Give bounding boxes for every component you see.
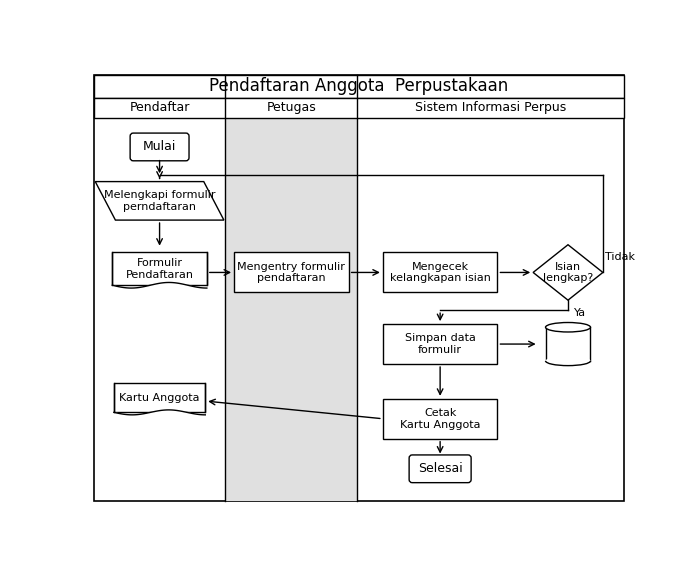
Bar [383, 399, 498, 439]
Text: Cetak
Kartu Anggota: Cetak Kartu Anggota [400, 408, 480, 430]
Bar [94, 97, 624, 117]
Text: Mengentry formulir
pendaftaran: Mengentry formulir pendaftaran [237, 262, 345, 283]
Bar [383, 253, 498, 292]
Polygon shape [533, 245, 603, 300]
Bar [94, 75, 624, 97]
Text: Pendaftar: Pendaftar [130, 101, 190, 114]
Ellipse shape [545, 323, 591, 332]
Text: Isian
lengkap?: Isian lengkap? [543, 262, 593, 283]
Text: Simpan data
formulir: Simpan data formulir [405, 333, 475, 355]
Text: Kartu Anggota: Kartu Anggota [119, 393, 200, 403]
Bar [545, 327, 591, 361]
Bar [225, 117, 357, 501]
Bar [383, 324, 498, 364]
Text: Formulir
Pendaftaran: Formulir Pendaftaran [125, 258, 194, 280]
Text: Mulai: Mulai [143, 140, 176, 153]
FancyBboxPatch shape [130, 133, 189, 161]
Text: Mengecek
kelangkapan isian: Mengecek kelangkapan isian [390, 262, 491, 283]
Text: Ya: Ya [574, 308, 587, 318]
Text: Pendaftaran Anggota  Perpustakaan: Pendaftaran Anggota Perpustakaan [209, 77, 508, 95]
Bar [234, 253, 349, 292]
Text: Tidak: Tidak [606, 252, 635, 262]
Text: Selesai: Selesai [418, 462, 463, 475]
Text: Sistem Informasi Perpus: Sistem Informasi Perpus [415, 101, 566, 114]
Ellipse shape [545, 356, 591, 365]
Bar [114, 384, 205, 412]
Polygon shape [95, 182, 224, 220]
Text: Melengkapi formulir
perndaftaran: Melengkapi formulir perndaftaran [104, 190, 216, 211]
Text: Petugas: Petugas [267, 101, 316, 114]
FancyBboxPatch shape [409, 455, 471, 483]
Bar [112, 253, 207, 285]
